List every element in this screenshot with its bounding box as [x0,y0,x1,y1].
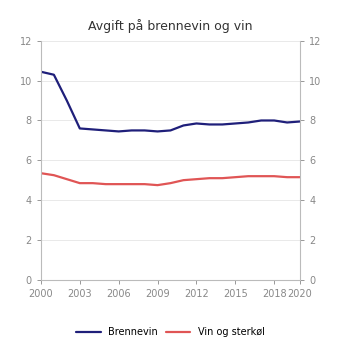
Vin og sterkøl [181,178,186,182]
Brennevin [104,129,108,133]
Vin og sterkøl [272,174,276,178]
Vin og sterkøl [259,174,263,178]
Vin og sterkøl [207,176,211,180]
Vin og sterkøl [130,182,134,186]
Brennevin [285,120,289,124]
Vin og sterkøl [104,182,108,186]
Brennevin [298,119,302,123]
Vin og sterkøl [246,174,250,178]
Vin og sterkøl [298,175,302,179]
Vin og sterkøl [194,177,198,181]
Brennevin [168,129,173,133]
Vin og sterkøl [168,181,173,185]
Line: Vin og sterkøl: Vin og sterkøl [41,173,300,185]
Brennevin [259,118,263,122]
Brennevin [155,129,160,133]
Vin og sterkøl [233,175,237,179]
Vin og sterkøl [65,177,69,181]
Vin og sterkøl [52,173,56,177]
Brennevin [194,121,198,125]
Brennevin [272,118,276,122]
Brennevin [78,127,82,131]
Brennevin [246,120,250,124]
Brennevin [233,121,237,125]
Brennevin [52,73,56,77]
Brennevin [91,128,95,132]
Brennevin [65,99,69,103]
Brennevin [181,123,186,128]
Vin og sterkøl [155,183,160,187]
Vin og sterkøl [220,176,224,180]
Vin og sterkøl [143,182,147,186]
Brennevin [39,70,43,74]
Legend: Brennevin, Vin og sterkøl: Brennevin, Vin og sterkøl [72,323,269,341]
Vin og sterkøl [285,175,289,179]
Line: Brennevin: Brennevin [41,72,300,131]
Vin og sterkøl [91,181,95,185]
Brennevin [143,129,147,133]
Brennevin [117,129,121,133]
Brennevin [207,122,211,127]
Brennevin [220,122,224,127]
Vin og sterkøl [78,181,82,185]
Vin og sterkøl [39,171,43,175]
Vin og sterkøl [117,182,121,186]
Title: Avgift på brennevin og vin: Avgift på brennevin og vin [88,19,253,33]
Brennevin [130,129,134,133]
